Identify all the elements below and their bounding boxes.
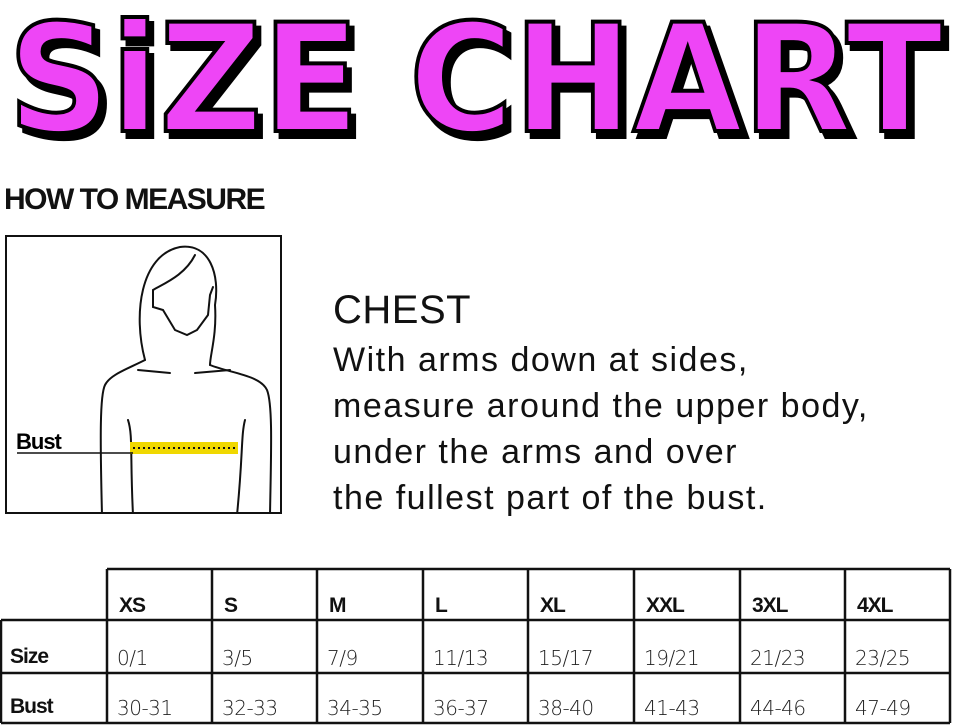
title-text: SiZE CHART <box>8 0 943 150</box>
table-cell: 19/21 <box>644 646 700 670</box>
table-cell: 34-35 <box>327 696 383 720</box>
table-cell: 11/13 <box>433 646 489 670</box>
table-cell: 38-40 <box>538 696 594 720</box>
column-header: S <box>224 594 238 617</box>
table-cell: 47-49 <box>855 696 911 720</box>
chest-heading: CHEST <box>333 288 472 332</box>
table-cell: 15/17 <box>538 646 594 670</box>
chest-instruction-line: measure around the upper body, <box>333 387 869 425</box>
table-cell: 0/1 <box>117 646 148 670</box>
measure-illustration: Bust <box>5 235 282 514</box>
table-cell: 41-43 <box>644 696 700 720</box>
table-cell: 3/5 <box>222 646 253 670</box>
table-cell: 32-33 <box>222 696 278 720</box>
chest-instruction-line: the fullest part of the bust. <box>333 479 768 517</box>
column-header: XS <box>119 594 146 617</box>
table-cell: 7/9 <box>327 646 358 670</box>
column-header: L <box>435 594 448 617</box>
column-header: 3XL <box>752 594 789 617</box>
table-cell: 36-37 <box>433 696 489 720</box>
chest-instruction-line: With arms down at sides, <box>333 341 749 379</box>
woman-outline-icon <box>99 245 273 514</box>
bust-label: Bust <box>16 429 63 454</box>
row-label: Bust <box>10 695 54 718</box>
column-header: M <box>329 594 346 617</box>
row-label: Size <box>10 645 49 668</box>
how-to-measure-heading: HOW TO MEASURE <box>4 183 266 216</box>
chest-instruction-line: under the arms and over <box>333 433 738 471</box>
table-cell: 23/25 <box>855 646 911 670</box>
table-cell: 44-46 <box>750 696 806 720</box>
size-chart-title: SiZE CHART <box>6 0 945 150</box>
column-header: 4XL <box>857 594 894 617</box>
table-cell: 21/23 <box>750 646 806 670</box>
column-header: XL <box>540 594 566 617</box>
table-cell: 30-31 <box>117 696 173 720</box>
column-header: XXL <box>646 594 685 617</box>
